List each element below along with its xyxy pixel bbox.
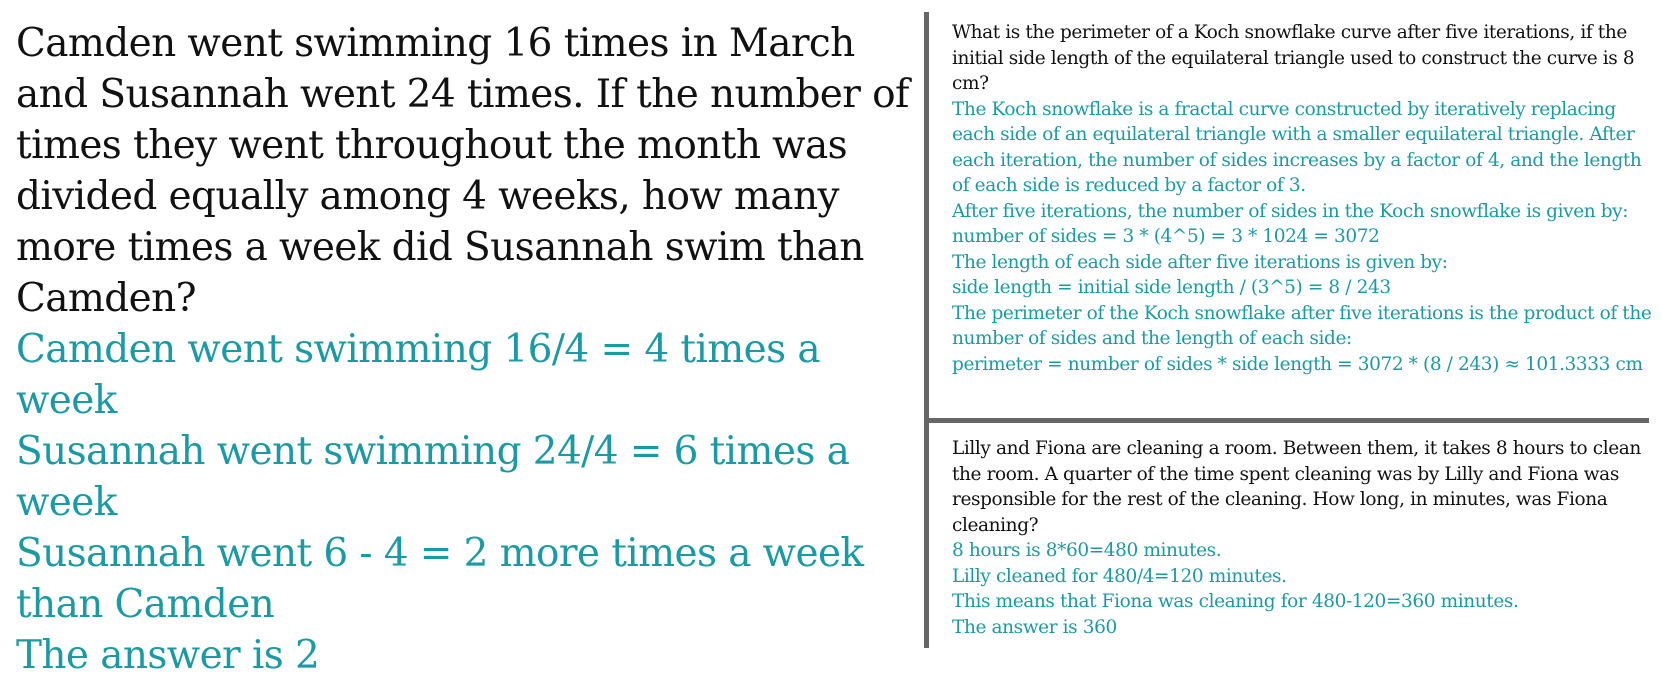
swimming-question: Camden went swimming 16 times in March a…	[16, 21, 909, 321]
cleaning-problem-panel: Lilly and Fiona are cleaning a room. Bet…	[952, 436, 1652, 640]
cleaning-final-answer: The answer is 360	[952, 616, 1117, 638]
swimming-answer-line-1: Camden went swimming 16/4 = 4 times a we…	[16, 327, 821, 423]
koch-answer-line-3: number of sides = 3 * (4^5) = 3 * 1024 =…	[952, 226, 1380, 247]
left-problem-panel: Camden went swimming 16 times in March a…	[16, 18, 916, 681]
koch-answer-line-7: perimeter = number of sides * side lengt…	[952, 353, 1643, 375]
koch-answer-line-1: The Koch snowflake is a fractal curve co…	[952, 98, 1642, 197]
horizontal-divider	[929, 418, 1649, 423]
vertical-divider	[924, 12, 929, 648]
swimming-answer-line-2: Susannah went swimming 24/4 = 6 times a …	[16, 429, 850, 525]
cleaning-question: Lilly and Fiona are cleaning a room. Bet…	[952, 438, 1641, 536]
koch-problem-panel: What is the perimeter of a Koch snowflak…	[952, 20, 1652, 377]
koch-question: What is the perimeter of a Koch snowflak…	[952, 22, 1635, 94]
koch-answer-line-5: side length = initial side length / (3^5…	[952, 277, 1391, 298]
cleaning-answer-line-1: 8 hours is 8*60=480 minutes.	[952, 540, 1222, 561]
cleaning-answer-line-3: This means that Fiona was cleaning for 4…	[952, 591, 1519, 612]
swimming-answer-line-3: Susannah went 6 - 4 = 2 more times a wee…	[16, 531, 864, 627]
cleaning-answer-line-2: Lilly cleaned for 480/4=120 minutes.	[952, 565, 1287, 587]
koch-answer-line-4: The length of each side after five itera…	[952, 251, 1448, 273]
koch-answer-line-2: After five iterations, the number of sid…	[952, 200, 1629, 222]
koch-answer-line-6: The perimeter of the Koch snowflake afte…	[952, 302, 1652, 350]
